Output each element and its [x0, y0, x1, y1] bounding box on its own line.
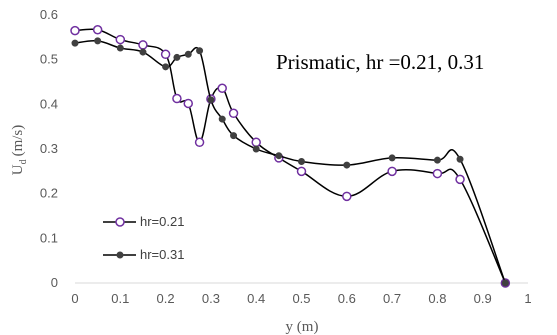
- series-layer: [70, 24, 511, 288]
- data-point: [207, 96, 215, 104]
- data-point: [455, 174, 465, 185]
- x-tick-label: 0.7: [383, 291, 401, 306]
- data-point: [115, 34, 126, 45]
- y-tick-label: 0.2: [40, 186, 58, 201]
- data-point: [433, 156, 441, 164]
- data-point: [230, 132, 238, 140]
- x-tick-label: 0.8: [428, 291, 446, 306]
- x-tick-label: 0: [71, 291, 78, 306]
- data-point: [342, 191, 352, 202]
- x-tick-label: 0.5: [292, 291, 310, 306]
- data-point: [92, 24, 103, 35]
- legend: hr=0.21 hr=0.31: [103, 214, 184, 262]
- chart-annotation: Prismatic, hr =0.21, 0.31: [276, 50, 484, 74]
- data-point: [298, 158, 305, 166]
- data-point: [94, 37, 102, 45]
- data-point: [139, 48, 147, 56]
- data-point: [70, 25, 80, 36]
- x-tick-label: 0.9: [474, 291, 492, 306]
- series-1: [70, 24, 511, 288]
- y-tick-label: 0.1: [40, 230, 58, 245]
- data-point: [217, 83, 227, 94]
- y-axis-title-main: U: [10, 164, 26, 175]
- data-point: [275, 152, 283, 160]
- data-point: [296, 166, 307, 177]
- legend-marker-series-1: [115, 217, 125, 227]
- data-point: [432, 168, 443, 179]
- y-tick-label: 0.3: [40, 141, 58, 156]
- y-axis-title-subscript: d: [18, 159, 29, 164]
- y-tick-label: 0.5: [40, 52, 58, 67]
- legend-label-series-2: hr=0.31: [140, 247, 184, 262]
- x-tick-label: 0.2: [157, 291, 175, 306]
- data-point: [252, 145, 260, 153]
- data-point: [387, 166, 397, 177]
- data-point: [343, 161, 351, 169]
- legend-item-series-1: hr=0.21: [103, 214, 184, 229]
- y-axis-title-unit: (m/s): [10, 125, 26, 157]
- data-point: [228, 108, 239, 119]
- y-axis-title: Ud (m/s): [10, 125, 29, 176]
- x-tick-label: 1: [524, 291, 531, 306]
- series-2: [71, 37, 509, 287]
- x-tick-label: 0.6: [338, 291, 356, 306]
- data-point: [218, 115, 226, 123]
- data-point: [116, 44, 124, 52]
- data-point: [184, 50, 192, 58]
- data-point: [138, 40, 148, 50]
- legend-marker-series-2: [116, 251, 124, 259]
- x-axis-title: y (m): [286, 319, 319, 335]
- x-tick-label: 0.1: [111, 291, 129, 306]
- legend-item-series-2: hr=0.31: [103, 247, 184, 262]
- data-point: [172, 93, 182, 104]
- y-tick-label: 0: [51, 275, 58, 290]
- x-tick-label: 0.3: [202, 291, 220, 306]
- data-point: [251, 137, 261, 148]
- data-point: [388, 154, 396, 162]
- data-point: [183, 98, 193, 109]
- data-point: [71, 39, 79, 47]
- legend-label-series-1: hr=0.21: [140, 214, 184, 229]
- x-tick-label: 0.4: [247, 291, 265, 306]
- y-tick-label: 0.6: [40, 7, 58, 22]
- data-point: [173, 53, 181, 61]
- y-tick-label: 0.4: [40, 96, 58, 111]
- data-point: [160, 49, 171, 60]
- data-point: [162, 63, 170, 71]
- data-point: [194, 137, 205, 148]
- axes: 0 0.1 0.2 0.3 0.4 0.5 0.6 0.7 0.8 0.9 1 0 0.1 0.2 0.3 0…: [40, 7, 532, 306]
- data-point: [196, 47, 204, 55]
- data-point: [501, 279, 509, 287]
- data-point: [456, 155, 464, 163]
